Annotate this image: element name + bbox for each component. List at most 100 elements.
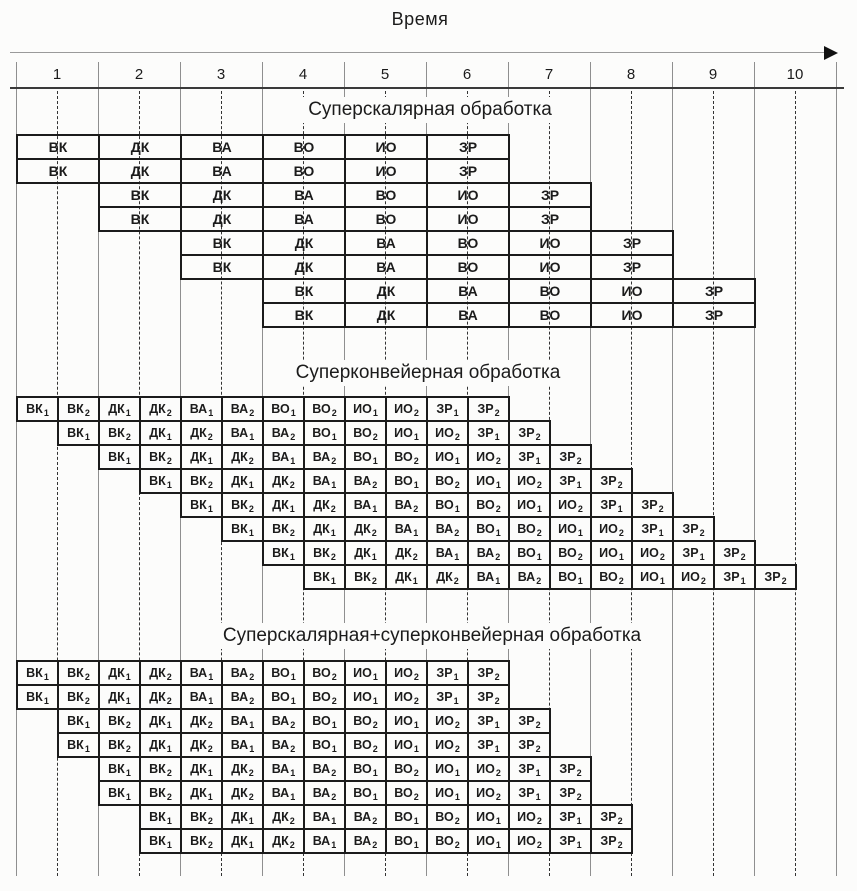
pipeline-row: ВК ДК ВА ВО ИО ЗР (180, 230, 674, 256)
pipeline-cell: ВА 1 (180, 396, 223, 422)
pipeline-cell: ЗР 2 (467, 660, 510, 686)
stage-label: ВО (375, 211, 397, 227)
stage-subscript: 1 (290, 407, 296, 418)
pipeline-cell: ДК 2 (303, 492, 346, 518)
stage-label: ЗР (600, 498, 617, 512)
stage-label: ИО (476, 786, 495, 800)
stage-subscript: 1 (494, 743, 500, 754)
pipeline-cell: ВК (180, 254, 264, 280)
stage-subscript: 2 (330, 503, 336, 514)
stage-label: ДК (190, 786, 207, 800)
pipeline-cell: ИО 2 (508, 828, 551, 854)
stage-subscript: 1 (330, 575, 336, 586)
pipeline-cell: ВА 1 (303, 468, 346, 494)
pipeline-cell: ВА 1 (221, 420, 264, 446)
stage-label: ЗР (477, 402, 494, 416)
time-tick-label: 10 (786, 66, 804, 83)
pipeline-cell: ИО 1 (467, 804, 510, 830)
stage-label: ЗР (518, 450, 535, 464)
pipeline-cell: ВК 2 (221, 492, 264, 518)
pipeline-cell: ВА 2 (344, 468, 387, 494)
pipeline-cell: ДК 2 (139, 660, 182, 686)
pipeline-cell: ВО 1 (344, 756, 387, 782)
pipeline-cell: ИО 1 (590, 540, 633, 566)
time-tick-label: 9 (708, 66, 718, 83)
pipeline-cell: ЗР 2 (508, 732, 551, 758)
stage-subscript: 1 (43, 407, 49, 418)
pipeline-cell: ДК 1 (180, 756, 223, 782)
stage-label: ДК (149, 714, 166, 728)
stage-label: ЗР (641, 498, 658, 512)
stage-label: ИО (640, 570, 659, 584)
stage-label: ВА (212, 163, 232, 179)
pipeline-cell: ВК 2 (57, 684, 100, 710)
stage-label: ВА (476, 570, 495, 584)
stage-label: ЗР (559, 810, 576, 824)
stage-subscript: 1 (576, 815, 582, 826)
stage-label: ВК (190, 474, 207, 488)
stage-subscript: 1 (166, 479, 172, 490)
pipeline-cell: ЗР (426, 158, 510, 184)
stage-label: ВА (312, 474, 331, 488)
pipeline-cell: ДК 2 (221, 756, 264, 782)
pipeline-cell: ЗР 2 (631, 492, 674, 518)
stage-label: ВА (517, 570, 536, 584)
stage-label: ВА (271, 714, 290, 728)
stage-subscript: 2 (536, 527, 542, 538)
pipeline-cell: ИО 1 (344, 396, 387, 422)
stage-label: ИО (476, 834, 495, 848)
pipeline-cell: ВА 1 (467, 564, 510, 590)
stage-label: ВО (353, 738, 372, 752)
stage-subscript: 1 (658, 527, 664, 538)
stage-label: ДК (231, 762, 248, 776)
pipeline-cell: ИО 2 (426, 708, 469, 734)
pipeline-cell: ВК 2 (262, 516, 305, 542)
stage-subscript: 1 (576, 839, 582, 850)
stage-subscript: 1 (454, 551, 460, 562)
stage-label: ВА (435, 522, 454, 536)
pipeline-cell: ВО 2 (508, 516, 551, 542)
pipeline-cell: ЗР 1 (549, 804, 592, 830)
pipeline-cell: ВО 1 (385, 828, 428, 854)
stage-label: ВО (394, 450, 413, 464)
stage-label: ИО (457, 211, 479, 227)
stage-subscript: 1 (372, 455, 378, 466)
stage-label: ВО (394, 786, 413, 800)
pipeline-cell: ЗР 2 (508, 708, 551, 734)
stage-label: ДК (231, 834, 248, 848)
stage-label: ДК (231, 786, 248, 800)
stage-subscript: 2 (207, 743, 213, 754)
stage-label: ЗР (518, 738, 535, 752)
pipeline-cell: ВО (344, 206, 428, 232)
pipeline-cell: ВО (262, 158, 346, 184)
stage-label: ИО (394, 666, 413, 680)
stage-subscript: 1 (699, 551, 705, 562)
pipeline-cell: ВО 1 (303, 708, 346, 734)
stage-subscript: 2 (700, 575, 706, 586)
stage-subscript: 2 (617, 815, 623, 826)
pipeline-cell: ВО 2 (344, 420, 387, 446)
stage-label: ВО (271, 402, 290, 416)
stage-label: ВА (230, 714, 249, 728)
stage-subscript: 2 (617, 839, 623, 850)
stage-label: ВО (558, 546, 577, 560)
stage-subscript: 2 (207, 431, 213, 442)
stage-label: ВО (435, 810, 454, 824)
pipeline-cell: ВА 1 (262, 756, 305, 782)
stage-label: ДК (130, 163, 150, 179)
stage-subscript: 2 (535, 719, 541, 730)
stage-subscript: 2 (576, 767, 582, 778)
stage-subscript: 2 (166, 671, 172, 682)
stage-label: ВК (26, 666, 43, 680)
pipeline-cell: ВО 1 (426, 492, 469, 518)
stage-label: ВО (312, 426, 331, 440)
pipeline-cell: ИО (508, 230, 592, 256)
stage-label: ЗР (559, 834, 576, 848)
stage-subscript: 2 (413, 695, 419, 706)
stage-label: ДК (149, 690, 166, 704)
pipeline-cell: ДК 2 (221, 444, 264, 470)
stage-subscript: 1 (331, 815, 337, 826)
stage-label: ЗР (458, 163, 478, 179)
stage-subscript: 1 (125, 455, 131, 466)
stage-label: ВК (48, 139, 68, 155)
